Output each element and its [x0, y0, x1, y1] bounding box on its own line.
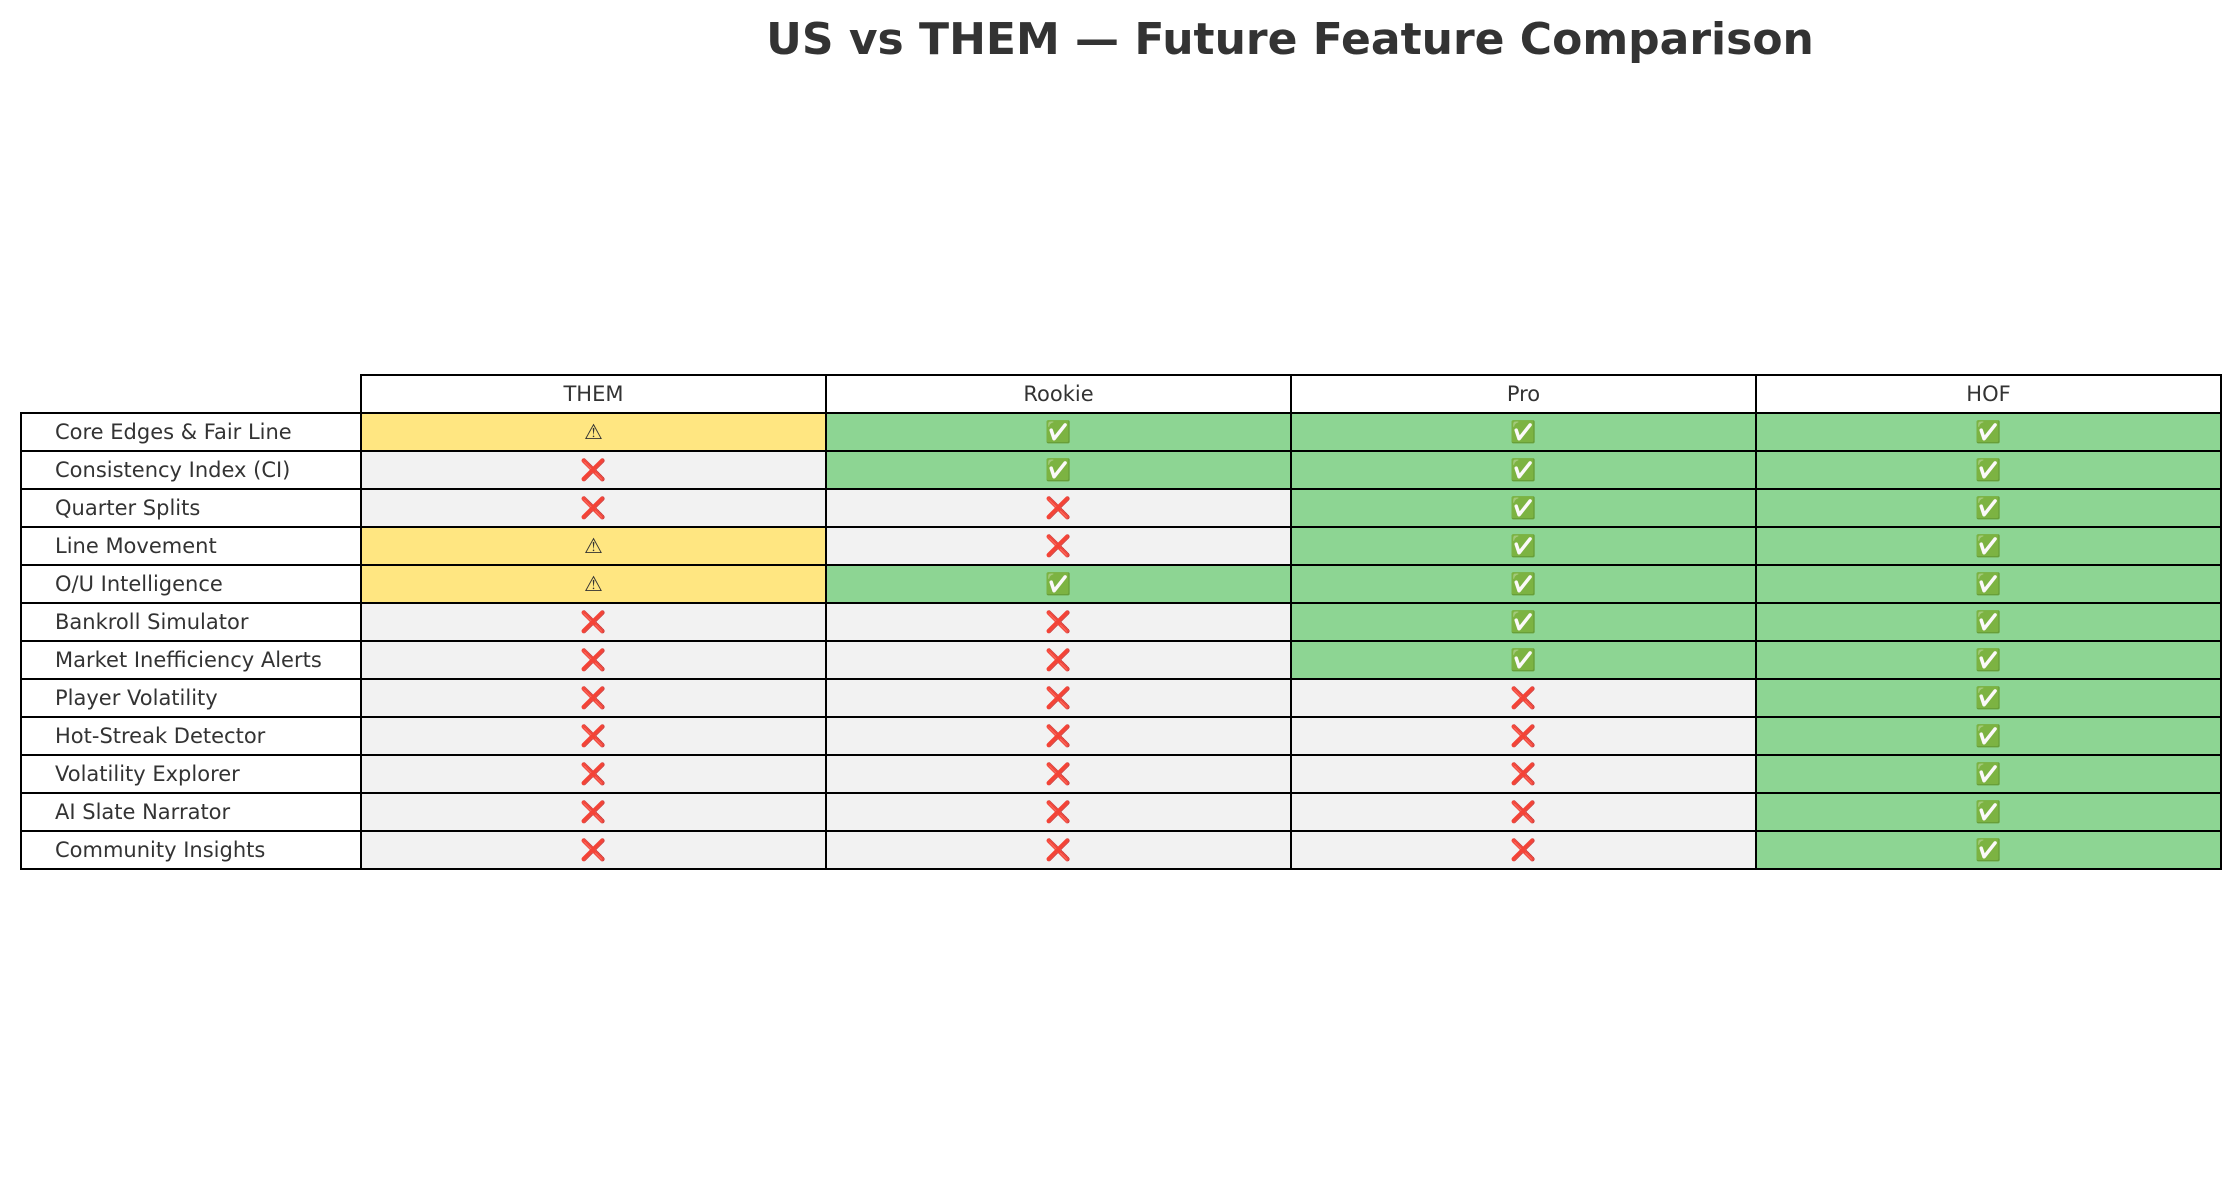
cell-pro-none: ❌	[1290, 754, 1757, 794]
cell-rookie-none: ❌	[825, 488, 1292, 528]
row-label: Quarter Splits	[20, 488, 362, 528]
column-header-hof: HOF	[1755, 374, 2222, 414]
cell-pro-none: ❌	[1290, 830, 1757, 870]
cell-them-none: ❌	[360, 488, 827, 528]
column-header-them: THEM	[360, 374, 827, 414]
cell-them-none: ❌	[360, 450, 827, 490]
table-row: Market Inefficiency Alerts ❌ ❌ ✅ ✅	[20, 640, 2222, 680]
row-label: Consistency Index (CI)	[20, 450, 362, 490]
table-row: Quarter Splits ❌ ❌ ✅ ✅	[20, 488, 2222, 528]
table-row: Player Volatility ❌ ❌ ❌ ✅	[20, 678, 2222, 718]
cell-rookie-none: ❌	[825, 754, 1292, 794]
cell-them-none: ❌	[360, 716, 827, 756]
cell-pro-full: ✅	[1290, 564, 1757, 604]
row-label: Player Volatility	[20, 678, 362, 718]
row-label: Community Insights	[20, 830, 362, 870]
cell-them-none: ❌	[360, 792, 827, 832]
cell-pro-none: ❌	[1290, 792, 1757, 832]
cell-pro-none: ❌	[1290, 716, 1757, 756]
cell-rookie-none: ❌	[825, 678, 1292, 718]
cell-them-none: ❌	[360, 754, 827, 794]
cell-them-none: ❌	[360, 640, 827, 680]
table-row: AI Slate Narrator ❌ ❌ ❌ ✅	[20, 792, 2222, 832]
cell-hof-full: ✅	[1755, 640, 2222, 680]
cell-hof-full: ✅	[1755, 564, 2222, 604]
cell-pro-full: ✅	[1290, 450, 1757, 490]
table-row: Consistency Index (CI) ❌ ✅ ✅ ✅	[20, 450, 2222, 490]
cell-hof-full: ✅	[1755, 450, 2222, 490]
column-header-rookie: Rookie	[825, 374, 1292, 414]
row-label: O/U Intelligence	[20, 564, 362, 604]
feature-comparison-table: THEM Rookie Pro HOF Core Edges & Fair Li…	[20, 374, 2222, 870]
cell-hof-full: ✅	[1755, 830, 2222, 870]
cell-them-partial: ⚠	[360, 412, 827, 452]
cell-them-partial: ⚠	[360, 526, 827, 566]
table-body: Core Edges & Fair Line ⚠ ✅ ✅ ✅ Consistency In…	[20, 412, 2222, 870]
row-label: Core Edges & Fair Line	[20, 412, 362, 452]
cell-hof-full: ✅	[1755, 412, 2222, 452]
header-row: THEM Rookie Pro HOF	[21, 374, 2222, 414]
cell-rookie-none: ❌	[825, 640, 1292, 680]
chart-title-area: US vs THEM — Future Feature Comparison	[0, 0, 2240, 80]
cell-pro-none: ❌	[1290, 678, 1757, 718]
cell-pro-full: ✅	[1290, 526, 1757, 566]
table-row: Core Edges & Fair Line ⚠ ✅ ✅ ✅	[20, 412, 2222, 452]
cell-rookie-full: ✅	[825, 450, 1292, 490]
cell-hof-full: ✅	[1755, 526, 2222, 566]
table-row: O/U Intelligence ⚠ ✅ ✅ ✅	[20, 564, 2222, 604]
cell-them-none: ❌	[360, 602, 827, 642]
row-label: Volatility Explorer	[20, 754, 362, 794]
cell-pro-full: ✅	[1290, 602, 1757, 642]
table-row: Hot-Streak Detector ❌ ❌ ❌ ✅	[20, 716, 2222, 756]
cell-rookie-none: ❌	[825, 716, 1292, 756]
chart-title: US vs THEM — Future Feature Comparison	[766, 14, 1814, 65]
cell-hof-full: ✅	[1755, 678, 2222, 718]
cell-rookie-none: ❌	[825, 526, 1292, 566]
column-header-pro: Pro	[1290, 374, 1757, 414]
row-label: Bankroll Simulator	[20, 602, 362, 642]
cell-rookie-none: ❌	[825, 602, 1292, 642]
table-row: Community Insights ❌ ❌ ❌ ✅	[20, 830, 2222, 870]
cell-hof-full: ✅	[1755, 488, 2222, 528]
cell-hof-full: ✅	[1755, 792, 2222, 832]
row-label: Market Inefficiency Alerts	[20, 640, 362, 680]
cell-rookie-full: ✅	[825, 412, 1292, 452]
cell-rookie-none: ❌	[825, 792, 1292, 832]
cell-them-none: ❌	[360, 678, 827, 718]
row-label: Line Movement	[20, 526, 362, 566]
header-corner	[21, 375, 361, 413]
cell-pro-full: ✅	[1290, 488, 1757, 528]
cell-hof-full: ✅	[1755, 716, 2222, 756]
cell-pro-full: ✅	[1290, 412, 1757, 452]
cell-them-partial: ⚠	[360, 564, 827, 604]
table-row: Bankroll Simulator ❌ ❌ ✅ ✅	[20, 602, 2222, 642]
cell-hof-full: ✅	[1755, 602, 2222, 642]
table-row: Volatility Explorer ❌ ❌ ❌ ✅	[20, 754, 2222, 794]
row-label: Hot-Streak Detector	[20, 716, 362, 756]
cell-pro-full: ✅	[1290, 640, 1757, 680]
cell-them-none: ❌	[360, 830, 827, 870]
cell-rookie-none: ❌	[825, 830, 1292, 870]
cell-hof-full: ✅	[1755, 754, 2222, 794]
table-row: Line Movement ⚠ ❌ ✅ ✅	[20, 526, 2222, 566]
cell-rookie-full: ✅	[825, 564, 1292, 604]
row-label: AI Slate Narrator	[20, 792, 362, 832]
